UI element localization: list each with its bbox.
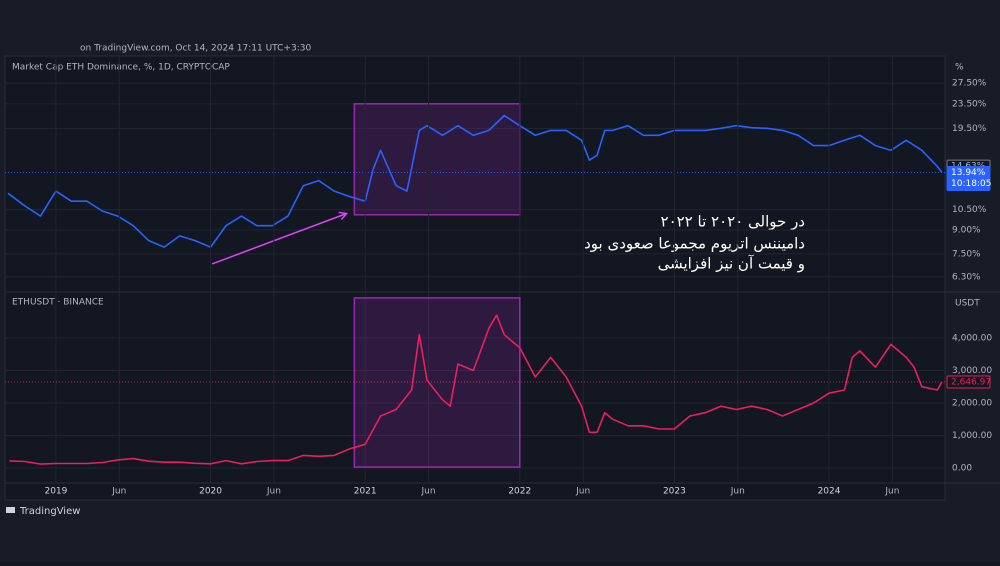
y-tick-label: 0.00 [952, 464, 972, 474]
annotation: دامیننس اتریوم مجموعا صعودی بود [584, 235, 805, 253]
y-tick-label: 3,000.00 [952, 366, 992, 376]
price-tag [946, 165, 991, 191]
y-tick-label: 10.50% [952, 205, 987, 215]
chart-title: Market Cap ETH Dominance, %, 1D, CRYPTOC… [12, 63, 230, 73]
data-line [7, 114, 943, 248]
x-tick-label: 2021 [354, 487, 377, 497]
y-tick-label: 4,000.00 [952, 333, 992, 343]
x-tick-label: 2024 [818, 487, 841, 497]
price-tag-label: 2,646.97 [951, 377, 991, 387]
y-tick-label: 6.30% [952, 272, 981, 282]
x-tick-label: Jun [575, 487, 590, 497]
data-line [9, 314, 943, 465]
unit-label: % [955, 63, 964, 73]
logo [6, 507, 15, 513]
y-tick-label: 1,000.00 [952, 431, 992, 441]
countdown: 10:18:05 [951, 179, 991, 189]
chart-title: ETHUSDT · BINANCE [12, 298, 104, 308]
y-tick-label: 7.50% [952, 249, 981, 259]
unit-label: USDT [955, 299, 980, 309]
y-tick-label: 23.50% [952, 99, 987, 109]
x-tick-label: Jun [730, 487, 745, 497]
annotation: در حوالی ۲۰۲۰ تا ۲۰۲۲ [661, 213, 805, 231]
x-tick-label: Jun [266, 487, 281, 497]
header: on TradingView.com, Oct 14, 2024 17:11 U… [80, 44, 311, 54]
x-tick-label: Jun [884, 487, 899, 497]
y-tick-label: 19.50% [952, 124, 987, 134]
highlight-box [353, 103, 521, 216]
annotation: و قیمت آن نیز افزایشی [658, 255, 805, 273]
y-tick-label: 2,000.00 [952, 398, 992, 408]
price-tag [946, 375, 991, 389]
price-tag-label: 13.94% [951, 168, 986, 178]
arrow [211, 211, 349, 265]
x-tick-label: 2020 [199, 487, 222, 497]
y-tick-label: 27.50% [952, 79, 987, 89]
x-tick-label: Jun [111, 487, 126, 497]
highlight-box [353, 297, 521, 468]
x-tick-label: 2019 [44, 487, 67, 497]
plot-frame [4, 55, 946, 501]
x-tick-label: 2022 [508, 487, 531, 497]
x-tick-label: 2023 [663, 487, 686, 497]
footer: TradingView [19, 506, 80, 517]
x-tick-label: Jun [421, 487, 436, 497]
y-tick-label: 9.00% [952, 225, 981, 235]
